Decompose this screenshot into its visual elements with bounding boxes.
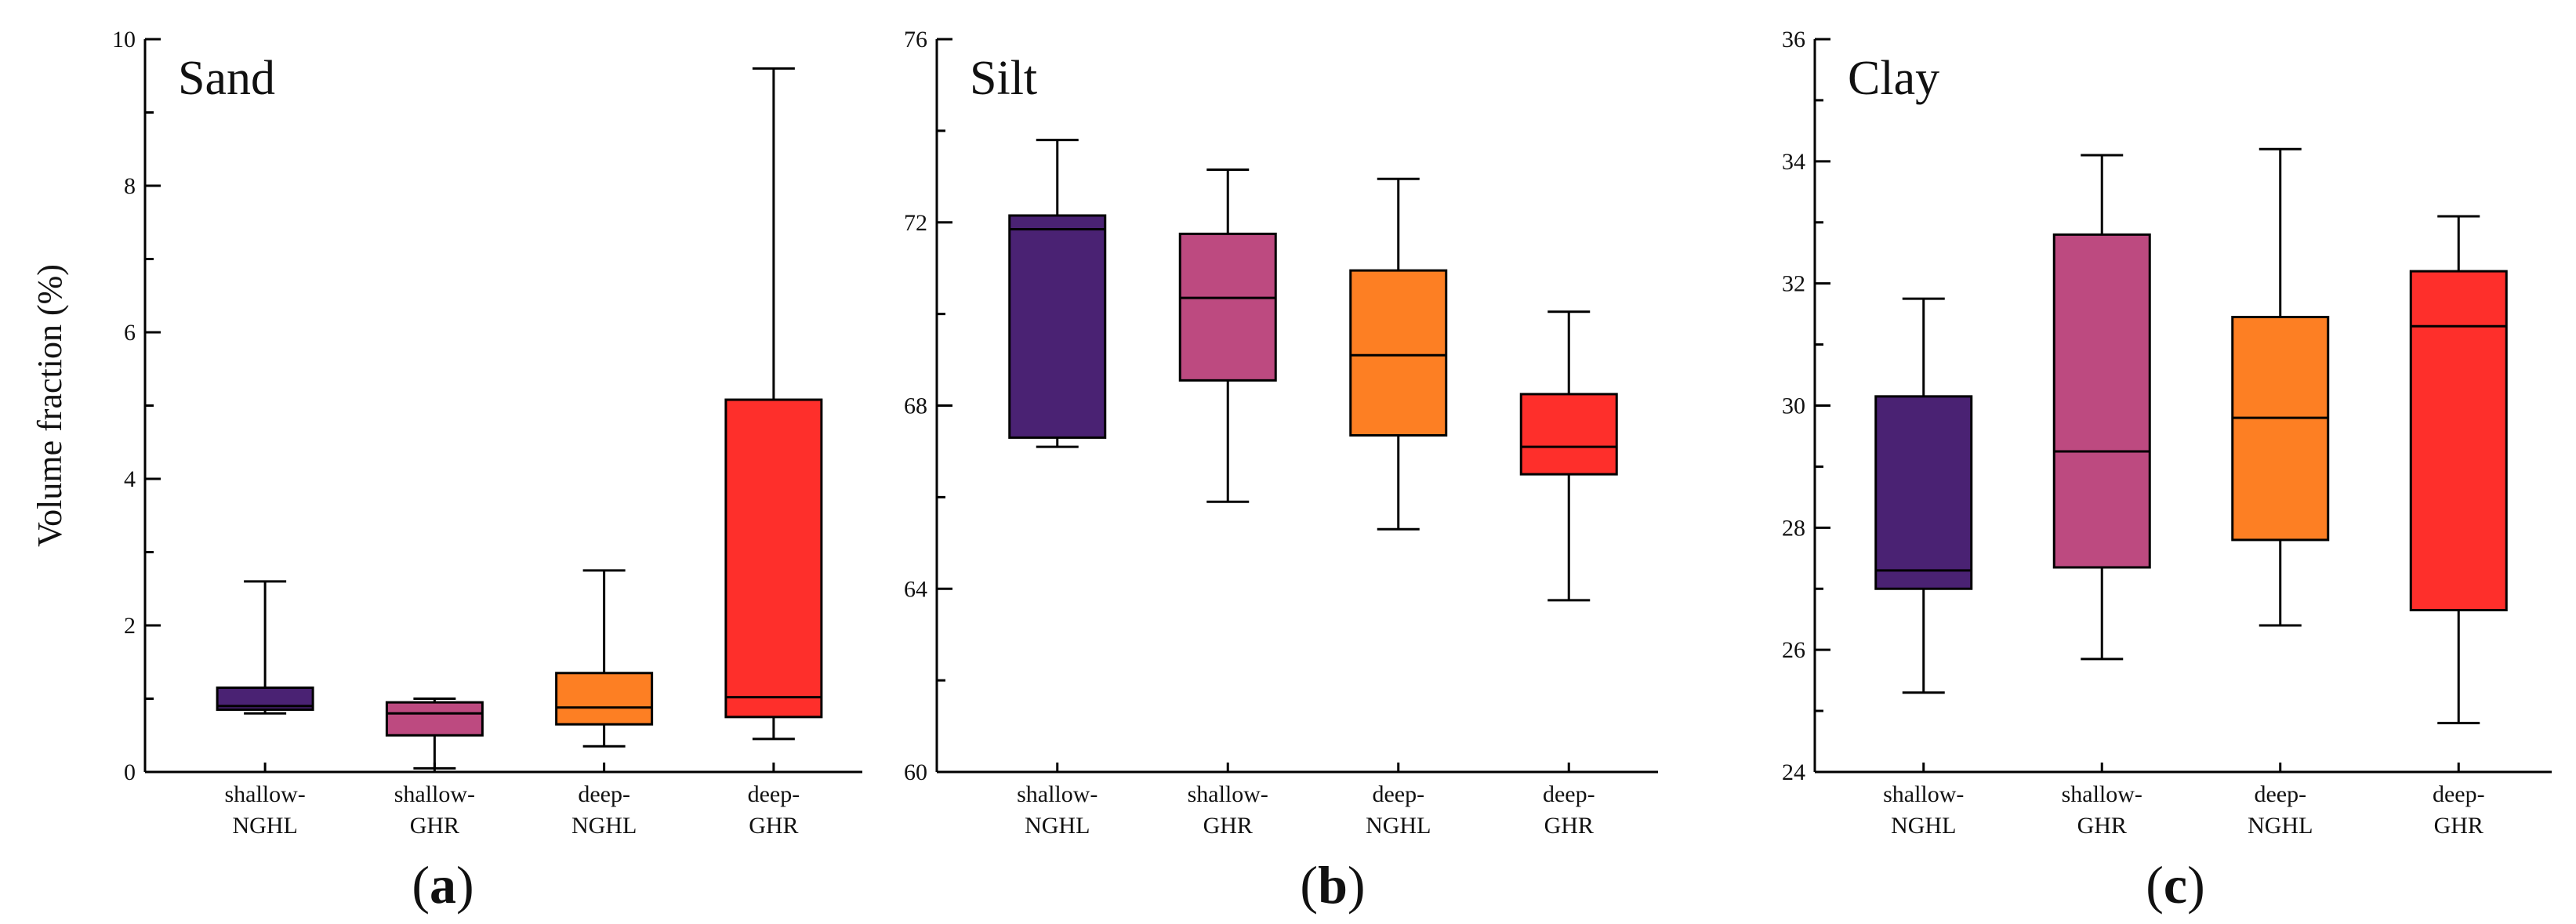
category-label-line1: shallow-: [1017, 781, 1098, 807]
y-tick-label: 64: [904, 576, 927, 602]
category-label-line2: GHR: [1203, 813, 1253, 839]
category-label-line2: GHR: [1544, 813, 1594, 839]
panel-tag-open: (: [1300, 855, 1318, 915]
y-tick-label: 2: [124, 613, 136, 639]
category-label-line1: deep-: [2433, 781, 2485, 807]
category-label-line2: GHR: [410, 813, 459, 839]
box-shallow-ghr: [1178, 168, 1277, 503]
iqr-box: [2231, 316, 2330, 542]
category-label-line1: shallow-: [1188, 781, 1268, 807]
panel-tag-close: ): [456, 855, 474, 915]
box-deep-nghl: [555, 569, 654, 748]
y-tick-label: 30: [1782, 393, 1805, 419]
panel-tag-close: ): [1348, 855, 1366, 915]
box-deep-ghr: [2409, 215, 2508, 725]
category-label-line1: deep-: [2254, 781, 2306, 807]
panel-tag: (a): [412, 855, 473, 915]
sand-panel: 0 2 4 6 8 10 Volume fraction (%) shallow- NGHL sh…: [31, 27, 862, 915]
iqr-box: [724, 398, 823, 719]
y-tick-label: 32: [1782, 271, 1805, 297]
panel-tag-letter: c: [2164, 855, 2187, 915]
category-label-line1: shallow-: [2062, 781, 2142, 807]
y-tick-label: 72: [904, 210, 927, 236]
category-label-line2: NGHL: [232, 813, 297, 839]
panel-tag-letter: a: [430, 855, 456, 915]
box-shallow-nghl: [1008, 139, 1107, 448]
category-label-line2: NGHL: [1366, 813, 1431, 839]
y-tick-label: 6: [124, 320, 136, 346]
category-label-line1: shallow-: [394, 781, 475, 807]
y-tick-label: 28: [1782, 515, 1805, 541]
panel-tag-close: ): [2187, 855, 2205, 915]
iqr-box: [2052, 233, 2151, 569]
iqr-box: [1008, 214, 1107, 439]
y-tick-label: 68: [904, 393, 927, 419]
category-label-line1: shallow-: [224, 781, 305, 807]
iqr-box: [555, 672, 654, 726]
y-tick-label: 0: [124, 759, 136, 785]
iqr-box: [1874, 395, 1973, 590]
panel-title: Silt: [970, 52, 1037, 105]
panel-tag: (c): [2146, 855, 2205, 915]
category-label-line1: deep-: [578, 781, 630, 807]
category-label-line2: GHR: [2434, 813, 2483, 839]
y-tick-label: 36: [1782, 27, 1805, 53]
y-tick-label: 24: [1782, 759, 1805, 785]
clay-panel: 24 26 28 30 32 34 36 shallow- NGHL shallow- GHR dee…: [1782, 27, 2552, 915]
y-tick-label: 26: [1782, 637, 1805, 663]
category-label-line2: NGHL: [571, 813, 637, 839]
panel-tag-letter: b: [1318, 855, 1348, 915]
panel-title: Clay: [1848, 52, 1939, 105]
category-label-line2: GHR: [749, 813, 798, 839]
y-tick-label: 4: [124, 466, 136, 492]
iqr-box: [1519, 393, 1618, 476]
category-label-line2: NGHL: [2248, 813, 2313, 839]
box-shallow-ghr: [2052, 154, 2151, 661]
box-shallow-nghl: [216, 580, 314, 715]
y-axis-title: Volume fraction (%): [31, 264, 69, 547]
category-label-line2: NGHL: [1025, 813, 1090, 839]
y-tick-label: 34: [1782, 149, 1805, 175]
panel-tag-open: (: [2146, 855, 2164, 915]
category-label-line1: shallow-: [1883, 781, 1964, 807]
box-deep-nghl: [2231, 147, 2330, 627]
y-tick-label: 10: [112, 27, 136, 53]
panel-title: Sand: [178, 52, 275, 105]
panel-tag-open: (: [412, 855, 430, 915]
silt-panel: 60 64 68 72 76 shallow- NGHL shallow- GHR deep- NG…: [904, 27, 1658, 915]
category-label-line2: NGHL: [1891, 813, 1956, 839]
category-label-line1: deep-: [1543, 781, 1595, 807]
iqr-box: [385, 701, 484, 737]
category-label-line1: deep-: [748, 781, 800, 807]
box-shallow-ghr: [385, 698, 484, 770]
iqr-box: [2409, 270, 2508, 612]
box-deep-ghr: [1519, 310, 1618, 602]
box-shallow-nghl: [1874, 297, 1973, 694]
iqr-box: [1349, 269, 1448, 437]
category-label-line1: deep-: [1372, 781, 1424, 807]
panel-tag: (b): [1300, 855, 1365, 915]
box-deep-nghl: [1349, 177, 1448, 531]
y-tick-label: 76: [904, 27, 927, 53]
iqr-box: [1178, 232, 1277, 382]
category-label-line2: GHR: [2077, 813, 2127, 839]
y-tick-label: 60: [904, 759, 927, 785]
y-tick-label: 8: [124, 173, 136, 199]
box-deep-ghr: [724, 67, 823, 741]
